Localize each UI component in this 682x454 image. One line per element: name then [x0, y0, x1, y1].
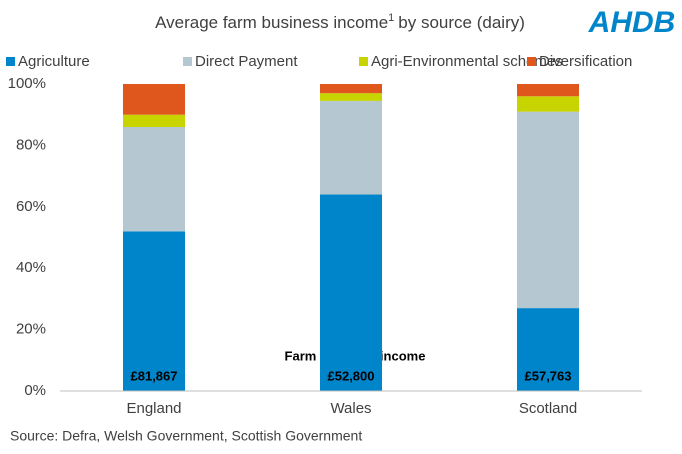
source: Source: Defra, Welsh Government, Scottis…	[10, 428, 362, 444]
legend-label: Direct Payment	[195, 53, 298, 70]
income-label: £57,763	[525, 368, 572, 383]
bar-segment	[320, 93, 382, 101]
bar-segment	[123, 231, 185, 391]
x-tick-label: Scotland	[519, 400, 577, 417]
x-tick-label: Wales	[330, 400, 371, 417]
legend-swatch	[359, 57, 368, 66]
y-tick-label: 0%	[24, 382, 46, 399]
legend-swatch	[527, 57, 536, 66]
y-tick-label: 20%	[16, 321, 46, 338]
bar-segment	[320, 84, 382, 94]
y-tick-label: 100%	[8, 75, 46, 92]
bar-segment	[123, 84, 185, 115]
bar-segment	[320, 194, 382, 391]
bar-segment	[123, 114, 185, 127]
legend-label: Agri-Environmental schemes	[371, 53, 563, 70]
legend-swatch	[6, 57, 15, 66]
x-tick-label: England	[126, 400, 181, 417]
bar-segment	[517, 111, 579, 309]
bar-segment	[123, 126, 185, 232]
bar-segment	[517, 84, 579, 97]
bar-segment	[517, 308, 579, 391]
legend-label: Diversification	[539, 53, 632, 70]
title-main: Average farm business income	[155, 13, 388, 32]
y-tick-label: 80%	[16, 136, 46, 153]
y-tick-label: 60%	[16, 198, 46, 215]
logo: AHDB	[588, 6, 676, 39]
title-suffix: by source (dairy)	[398, 13, 525, 32]
bar-segment	[320, 100, 382, 195]
chart-title: Average farm business income1 by source (…	[155, 12, 525, 33]
income-label: £52,800	[328, 368, 375, 383]
legend-label: Agriculture	[18, 53, 90, 70]
title-superscript: 1	[388, 12, 394, 24]
legend-swatch	[183, 57, 192, 66]
income-label: £81,867	[131, 368, 178, 383]
y-tick-label: 40%	[16, 259, 46, 276]
bar-segment	[517, 96, 579, 112]
